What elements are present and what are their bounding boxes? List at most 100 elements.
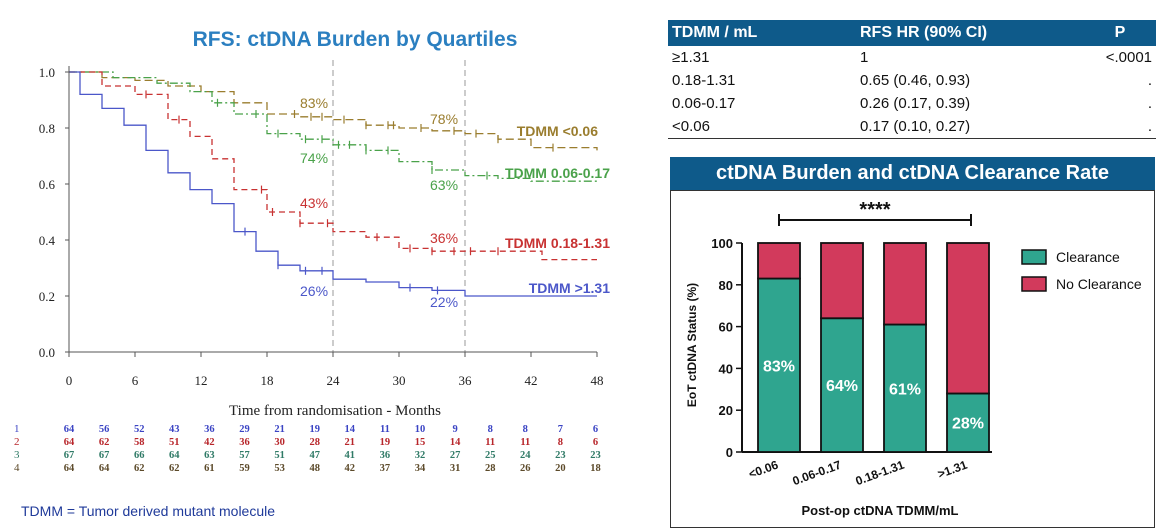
risk-count: 43 xyxy=(169,424,180,435)
risk-count: 59 xyxy=(239,463,250,474)
risk-row-id: 4 xyxy=(14,462,20,474)
km-y-tick-label: 0.6 xyxy=(39,177,56,192)
km-x-tick-label: 48 xyxy=(591,373,604,388)
risk-count: 48 xyxy=(309,463,320,474)
table-row: 0.18-1.31 0.65 (0.46, 0.93) . xyxy=(668,69,1156,92)
bar-y-tick-label: 0 xyxy=(726,445,733,460)
bar-segment-clearance xyxy=(820,317,864,453)
hr-cell-hr: 1 xyxy=(860,49,869,66)
km-x-tick-label: 36 xyxy=(459,373,473,388)
hr-cell-tdmm: <0.06 xyxy=(668,115,856,139)
curve-label: TDMM >1.31 xyxy=(529,280,611,296)
risk-count: 31 xyxy=(450,463,461,474)
risk-count: 61 xyxy=(204,463,215,474)
hazard-ratio-table: TDMM / mL RFS HR (90% CI) P ≥1.31 1 <.00… xyxy=(668,20,1156,139)
risk-count: 6 xyxy=(593,437,598,448)
hr-cell-tdmm: 0.06-0.17 xyxy=(672,95,736,112)
bar-segment-clearance xyxy=(883,323,927,453)
hr-table-header: TDMM / mL RFS HR (90% CI) P xyxy=(668,20,1156,46)
hr-cell-hr: 0.17 (0.10, 0.27) xyxy=(856,115,1084,139)
hr-cell-hr: 0.26 (0.17, 0.39) xyxy=(860,95,971,112)
risk-count: 28 xyxy=(485,463,496,474)
km-y-tick-label: 0.8 xyxy=(39,121,55,136)
risk-count: 64 xyxy=(64,424,75,435)
risk-row-id: 1 xyxy=(14,423,20,435)
risk-count: 53 xyxy=(274,463,285,474)
legend-label: No Clearance xyxy=(1056,276,1142,292)
risk-count: 8 xyxy=(488,424,493,435)
table-row: <0.06 0.17 (0.10, 0.27) . xyxy=(668,115,1156,139)
landmark-label-36: 22% xyxy=(430,294,458,310)
km-y-tick-label: 1.0 xyxy=(39,65,55,80)
significance-marker: **** xyxy=(859,199,890,221)
risk-count: 8 xyxy=(523,424,528,435)
hr-cell-p: . xyxy=(1147,95,1152,112)
risk-count: 19 xyxy=(309,424,320,435)
risk-count: 21 xyxy=(274,424,285,435)
risk-count: 56 xyxy=(99,424,110,435)
bar-category-label: 0.18-1.31 xyxy=(854,458,907,489)
risk-count: 51 xyxy=(169,437,180,448)
bar-y-axis-label: EoT ctDNA Status (%) xyxy=(685,283,699,407)
curve-label: TDMM 0.06-0.17 xyxy=(505,165,610,181)
risk-count: 52 xyxy=(134,424,145,435)
hr-cell-p: <.0001 xyxy=(1105,49,1152,66)
risk-count: 32 xyxy=(415,450,426,461)
risk-count: 42 xyxy=(204,437,215,448)
risk-count: 26 xyxy=(520,463,531,474)
risk-count: 19 xyxy=(380,437,391,448)
bar-category-label: >1.31 xyxy=(936,458,970,482)
risk-count: 64 xyxy=(64,463,75,474)
km-y-tick-label: 0.0 xyxy=(39,345,55,360)
bar-y-tick-label: 80 xyxy=(719,278,733,293)
risk-count: 67 xyxy=(64,450,75,461)
bar-segment-no-clearance xyxy=(883,242,927,326)
footnote: TDMM = Tumor derived mutant molecule xyxy=(21,503,276,519)
km-x-tick-label: 42 xyxy=(525,373,538,388)
risk-count: 27 xyxy=(450,450,461,461)
curve-label: TDMM <0.06 xyxy=(517,123,599,139)
bar-category-label: <0.06 xyxy=(747,458,781,482)
hr-header-p: P xyxy=(1084,20,1156,46)
km-x-tick-label: 30 xyxy=(393,373,406,388)
risk-count: 24 xyxy=(520,450,531,461)
bar-value-label: 28% xyxy=(952,416,984,433)
risk-count: 42 xyxy=(345,463,356,474)
bar-segment-no-clearance xyxy=(946,242,990,395)
risk-count: 37 xyxy=(380,463,391,474)
km-y-tick-label: 0.2 xyxy=(39,289,55,304)
risk-count: 6 xyxy=(593,424,598,435)
hr-cell-p: . xyxy=(1084,115,1156,139)
km-x-tick-label: 0 xyxy=(66,373,73,388)
km-x-tick-label: 6 xyxy=(132,373,139,388)
risk-count: 11 xyxy=(485,437,495,448)
risk-count: 21 xyxy=(345,437,356,448)
risk-count: 11 xyxy=(520,437,530,448)
landmark-label-24: 26% xyxy=(300,283,328,299)
risk-count: 64 xyxy=(99,463,110,474)
risk-count: 9 xyxy=(452,424,457,435)
risk-count: 15 xyxy=(415,437,426,448)
landmark-label-24: 83% xyxy=(300,95,328,111)
clearance-chart-title: ctDNA Burden and ctDNA Clearance Rate xyxy=(670,157,1155,190)
risk-count: 29 xyxy=(239,424,250,435)
bar-segment-no-clearance xyxy=(820,242,864,320)
km-x-tick-label: 12 xyxy=(195,373,208,388)
km-x-tick-label: 18 xyxy=(261,373,274,388)
bar-y-tick-label: 40 xyxy=(719,361,733,376)
km-title: RFS: ctDNA Burden by Quartiles xyxy=(193,28,518,51)
risk-count: 11 xyxy=(380,424,390,435)
bar-value-label: 64% xyxy=(826,378,858,395)
risk-count: 67 xyxy=(99,450,110,461)
risk-count: 36 xyxy=(239,437,250,448)
bar-y-tick-label: 100 xyxy=(711,236,733,251)
bar-value-label: 61% xyxy=(889,381,921,398)
km-y-tick-label: 0.4 xyxy=(39,233,56,248)
hr-cell-tdmm: ≥1.31 xyxy=(672,49,710,66)
bar-x-axis-label: Post-op ctDNA TDMM/mL xyxy=(802,503,959,518)
legend-swatch xyxy=(1021,249,1047,265)
table-row: 0.06-0.17 0.26 (0.17, 0.39) . xyxy=(668,92,1156,115)
landmark-label-24: 43% xyxy=(300,195,328,211)
bar-y-tick-label: 60 xyxy=(719,320,733,335)
risk-count: 8 xyxy=(558,437,563,448)
